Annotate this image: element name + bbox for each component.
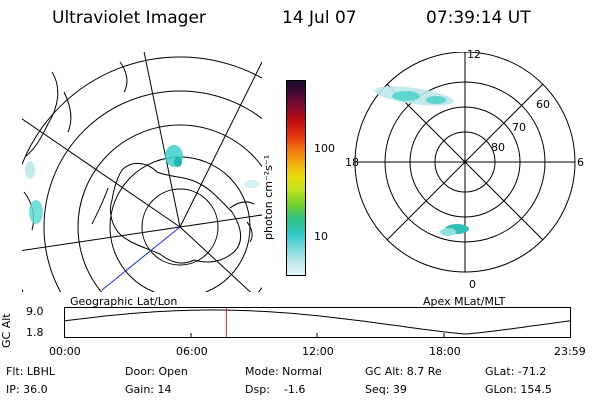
coastline (119, 61, 128, 93)
aurora-emission (244, 180, 260, 188)
glat-readout: GLat: -71.2 (485, 365, 547, 378)
lat-circle (22, 56, 262, 292)
timeline-ytick-bottom: 1.8 (26, 326, 44, 339)
mode-readout: Mode: Normal (245, 365, 322, 378)
filter-readout: Flt: LBHL (6, 365, 55, 378)
date-label: 14 Jul 07 (282, 8, 357, 28)
meridian-line (143, 52, 181, 228)
aurora-emission (29, 200, 43, 224)
ip-readout: IP: 36.0 (6, 383, 48, 396)
seq-readout: Seq: 39 (365, 383, 407, 396)
lat-circle (77, 124, 262, 292)
gc-alt-readout: GC Alt: 8.7 Re (365, 365, 442, 378)
coastline (91, 187, 109, 225)
coastline (229, 201, 255, 209)
meridian-line (22, 118, 181, 228)
timeline-xtick: 00:00 (49, 345, 81, 358)
altitude-curve (64, 309, 572, 335)
colorbar-unit-label: photon cm⁻²s⁻¹ (262, 154, 275, 240)
altitude-timeline (64, 307, 572, 338)
timeline-ytick-top: 9.0 (26, 305, 44, 318)
meridian-line (179, 61, 262, 228)
lat-circle (141, 188, 219, 266)
colorbar-tick: 100 (314, 142, 335, 155)
gain-readout: Gain: 14 (125, 383, 172, 396)
coastline (109, 163, 241, 264)
timeline-ylabel: GC Alt (0, 313, 13, 348)
aurora-emission (25, 161, 35, 179)
timeline-xtick: 18:00 (429, 345, 461, 358)
glon-readout: GLon: 154.5 (485, 383, 552, 396)
mlt-label-left: 18 (345, 156, 359, 169)
meridian-line (22, 226, 181, 252)
timeline-frame (64, 307, 571, 338)
coastline (246, 221, 253, 243)
timeline-xtick: 06:00 (176, 345, 208, 358)
mlat-label: 60 (536, 98, 550, 111)
lat-circle (43, 90, 262, 292)
mlt-label-top: 12 (467, 48, 481, 61)
aurora-emission (392, 91, 420, 101)
mlt-label-bottom: 0 (469, 278, 476, 291)
right-panel-caption: Apex MLat/MLT (423, 295, 506, 308)
aurora-emission (426, 96, 446, 104)
dsp-readout: Dsp: -1.6 (245, 383, 306, 396)
time-label: 07:39:14 UT (426, 8, 531, 28)
geographic-map (22, 52, 262, 292)
left-panel-caption: Geographic Lat/Lon (70, 295, 178, 308)
meridian-line (179, 226, 252, 292)
aurora-emission (440, 228, 456, 236)
instrument-title: Ultraviolet Imager (52, 8, 206, 28)
coastline (63, 91, 72, 133)
mlt-label-right: 6 (577, 156, 584, 169)
mlat-label: 80 (491, 141, 505, 154)
coastline (25, 71, 59, 157)
meridian-line (179, 214, 262, 228)
pointing-line (101, 226, 181, 291)
timeline-xtick: 23:59 (554, 345, 586, 358)
mlat-label: 70 (512, 121, 526, 134)
aurora-emission (174, 157, 182, 167)
door-readout: Door: Open (125, 365, 188, 378)
timeline-xtick: 12:00 (302, 345, 334, 358)
colorbar (286, 80, 306, 276)
polar-plot (354, 52, 576, 273)
mlt-line (386, 83, 544, 241)
colorbar-tick: 10 (314, 230, 328, 243)
